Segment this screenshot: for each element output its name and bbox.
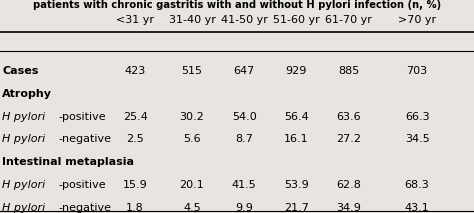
Text: 66.3: 66.3: [405, 112, 429, 122]
Text: 647: 647: [234, 66, 255, 76]
Text: 25.4: 25.4: [123, 112, 147, 122]
Text: H pylori: H pylori: [2, 112, 46, 122]
Text: 31-40 yr: 31-40 yr: [169, 15, 215, 25]
Text: patients with chronic gastritis with and without H pylori infection (n, %): patients with chronic gastritis with and…: [33, 0, 441, 10]
Text: 515: 515: [182, 66, 202, 76]
Text: 15.9: 15.9: [123, 180, 147, 190]
Text: 929: 929: [285, 66, 307, 76]
Text: >70 yr: >70 yr: [398, 15, 436, 25]
Text: 68.3: 68.3: [405, 180, 429, 190]
Text: Intestinal metaplasia: Intestinal metaplasia: [2, 157, 134, 167]
Text: 5.6: 5.6: [183, 134, 201, 144]
Text: -negative: -negative: [58, 134, 111, 144]
Text: 8.7: 8.7: [235, 134, 253, 144]
Text: <31 yr: <31 yr: [116, 15, 154, 25]
Text: 34.5: 34.5: [405, 134, 429, 144]
Text: 41-50 yr: 41-50 yr: [221, 15, 267, 25]
Text: 1.8: 1.8: [126, 203, 144, 213]
Text: 20.1: 20.1: [180, 180, 204, 190]
Text: 703: 703: [407, 66, 428, 76]
Text: -negative: -negative: [58, 203, 111, 213]
Text: 51-60 yr: 51-60 yr: [273, 15, 319, 25]
Text: 56.4: 56.4: [284, 112, 309, 122]
Text: 423: 423: [125, 66, 146, 76]
Text: 54.0: 54.0: [232, 112, 256, 122]
Text: H pylori: H pylori: [2, 203, 46, 213]
Text: 62.8: 62.8: [336, 180, 361, 190]
Text: 41.5: 41.5: [232, 180, 256, 190]
Text: 2.5: 2.5: [126, 134, 144, 144]
Text: 53.9: 53.9: [284, 180, 309, 190]
Text: -positive: -positive: [58, 112, 106, 122]
Text: 16.1: 16.1: [284, 134, 309, 144]
Text: 30.2: 30.2: [180, 112, 204, 122]
Text: H pylori: H pylori: [2, 134, 46, 144]
Text: 34.9: 34.9: [336, 203, 361, 213]
Text: Cases: Cases: [2, 66, 39, 76]
Text: 61-70 yr: 61-70 yr: [325, 15, 372, 25]
Text: 43.1: 43.1: [405, 203, 429, 213]
Text: 63.6: 63.6: [336, 112, 361, 122]
Text: 885: 885: [338, 66, 359, 76]
Text: Atrophy: Atrophy: [2, 89, 52, 99]
Text: H pylori: H pylori: [2, 180, 46, 190]
Text: -positive: -positive: [58, 180, 106, 190]
Text: 21.7: 21.7: [284, 203, 309, 213]
Text: 4.5: 4.5: [183, 203, 201, 213]
Text: 9.9: 9.9: [235, 203, 253, 213]
Text: 27.2: 27.2: [336, 134, 361, 144]
